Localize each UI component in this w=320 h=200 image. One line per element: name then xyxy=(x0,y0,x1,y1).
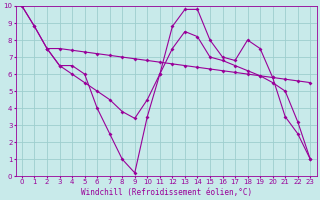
X-axis label: Windchill (Refroidissement éolien,°C): Windchill (Refroidissement éolien,°C) xyxy=(81,188,252,197)
